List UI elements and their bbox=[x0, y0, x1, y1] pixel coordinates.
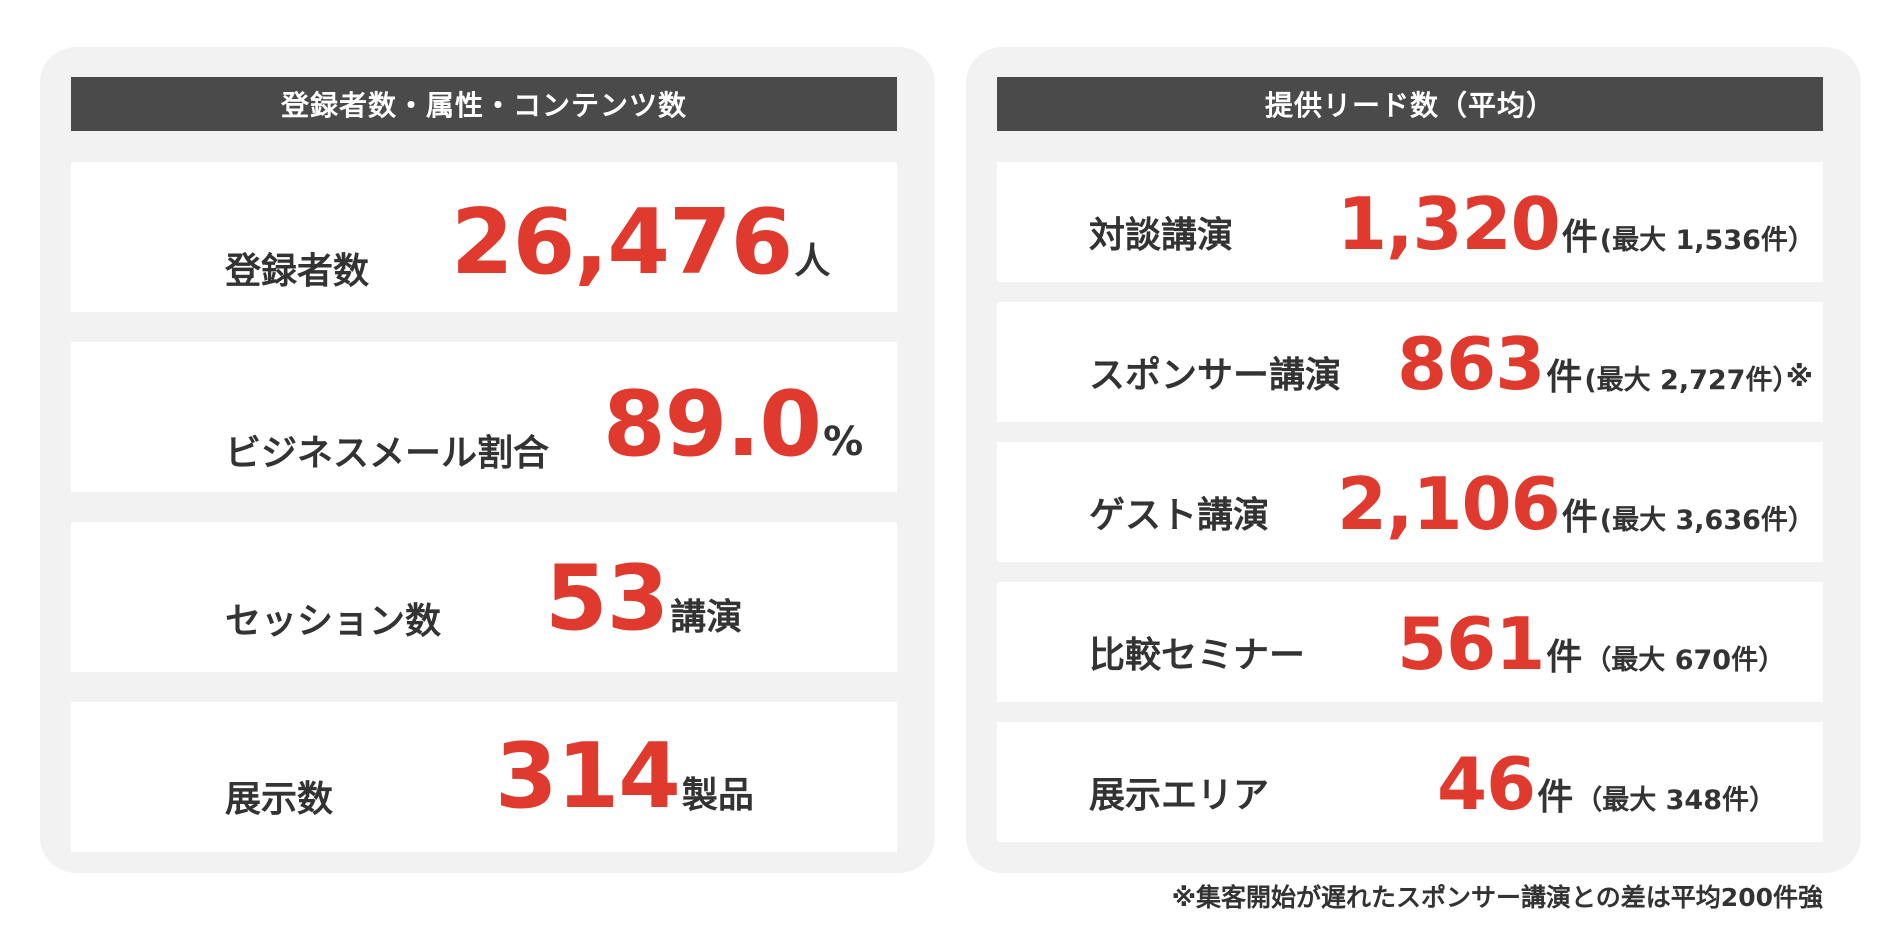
lead-unit: 件 bbox=[1546, 637, 1583, 678]
stat-label: セッション数 bbox=[225, 601, 442, 642]
lead-label: 対談講演 bbox=[1089, 215, 1234, 256]
left-panel-title: 登録者数・属性・コンテンツ数 bbox=[71, 77, 897, 131]
lead-max-note: (最大 3,636件） bbox=[1599, 505, 1815, 536]
lead-row-guest: ゲスト講演 2,106 件 (最大 3,636件） bbox=[997, 442, 1823, 562]
lead-value-group: 1,320 件 (最大 1,536件） bbox=[1337, 182, 1815, 266]
lead-value: 2,106 bbox=[1337, 462, 1561, 546]
lead-row-sponsor: スポンサー講演 863 件 (最大 2,727件） ※ bbox=[997, 302, 1823, 422]
lead-unit: 件 bbox=[1561, 497, 1598, 538]
lead-label: 比較セミナー bbox=[1089, 635, 1306, 676]
lead-value: 863 bbox=[1397, 322, 1545, 406]
stat-unit: 人 bbox=[794, 241, 831, 282]
lead-unit: 件 bbox=[1546, 357, 1583, 398]
right-panel-title: 提供リード数（平均） bbox=[997, 77, 1823, 131]
stat-value: 53 bbox=[545, 546, 669, 651]
stat-value: 89.0 bbox=[603, 372, 822, 477]
lead-value-group: 863 件 (最大 2,727件） bbox=[1397, 322, 1799, 406]
lead-unit: 件 bbox=[1537, 777, 1574, 818]
lead-label: 展示エリア bbox=[1089, 775, 1270, 816]
stat-label: ビジネスメール割合 bbox=[225, 433, 550, 474]
lead-row-comparison-seminar: 比較セミナー 561 件 （最大 670件） bbox=[997, 582, 1823, 702]
lead-label: スポンサー講演 bbox=[1089, 355, 1342, 396]
lead-value-group: 561 件 （最大 670件） bbox=[1397, 602, 1785, 686]
lead-row-exhibit-area: 展示エリア 46 件 （最大 348件） bbox=[997, 722, 1823, 842]
stat-unit: % bbox=[823, 419, 864, 465]
stat-value: 26,476 bbox=[451, 190, 793, 295]
lead-max-note: （最大 348件） bbox=[1575, 785, 1776, 816]
stat-unit: 講演 bbox=[670, 597, 743, 638]
lead-value-group: 2,106 件 (最大 3,636件） bbox=[1337, 462, 1815, 546]
stat-unit: 製品 bbox=[681, 775, 754, 816]
registrants-panel: 登録者数・属性・コンテンツ数 登録者数 26,476 人 ビジネスメール割合 8… bbox=[40, 47, 935, 873]
lead-label: ゲスト講演 bbox=[1089, 495, 1270, 536]
stat-value-group: 89.0 % bbox=[603, 372, 863, 477]
lead-max-note: （最大 670件） bbox=[1584, 645, 1786, 676]
stat-row-sessions: セッション数 53 講演 bbox=[71, 522, 897, 672]
stat-value: 314 bbox=[495, 724, 681, 829]
lead-unit: 件 bbox=[1561, 217, 1598, 258]
stat-value-group: 53 講演 bbox=[545, 546, 742, 651]
stat-value-group: 314 製品 bbox=[495, 724, 754, 829]
stat-label: 展示数 bbox=[225, 779, 334, 820]
lead-max-note: (最大 2,727件） bbox=[1584, 365, 1800, 396]
stat-row-registrants: 登録者数 26,476 人 bbox=[71, 162, 897, 312]
stat-row-exhibits: 展示数 314 製品 bbox=[71, 702, 897, 852]
stat-value-group: 26,476 人 bbox=[451, 190, 830, 295]
lead-value: 1,320 bbox=[1337, 182, 1561, 266]
lead-value: 46 bbox=[1437, 742, 1536, 826]
lead-row-dialogue: 対談講演 1,320 件 (最大 1,536件） bbox=[997, 162, 1823, 282]
lead-value-group: 46 件 （最大 348件） bbox=[1437, 742, 1776, 826]
footnote: ※集客開始が遅れたスポンサー講演との差は平均200件強 bbox=[1171, 883, 1823, 912]
lead-max-note: (最大 1,536件） bbox=[1599, 225, 1815, 256]
stat-label: 登録者数 bbox=[225, 251, 370, 292]
stat-row-business-mail: ビジネスメール割合 89.0 % bbox=[71, 342, 897, 492]
footnote-mark: ※ bbox=[1785, 360, 1813, 393]
lead-value: 561 bbox=[1397, 602, 1545, 686]
leads-panel: 提供リード数（平均） 対談講演 1,320 件 (最大 1,536件） スポンサ… bbox=[966, 47, 1861, 873]
